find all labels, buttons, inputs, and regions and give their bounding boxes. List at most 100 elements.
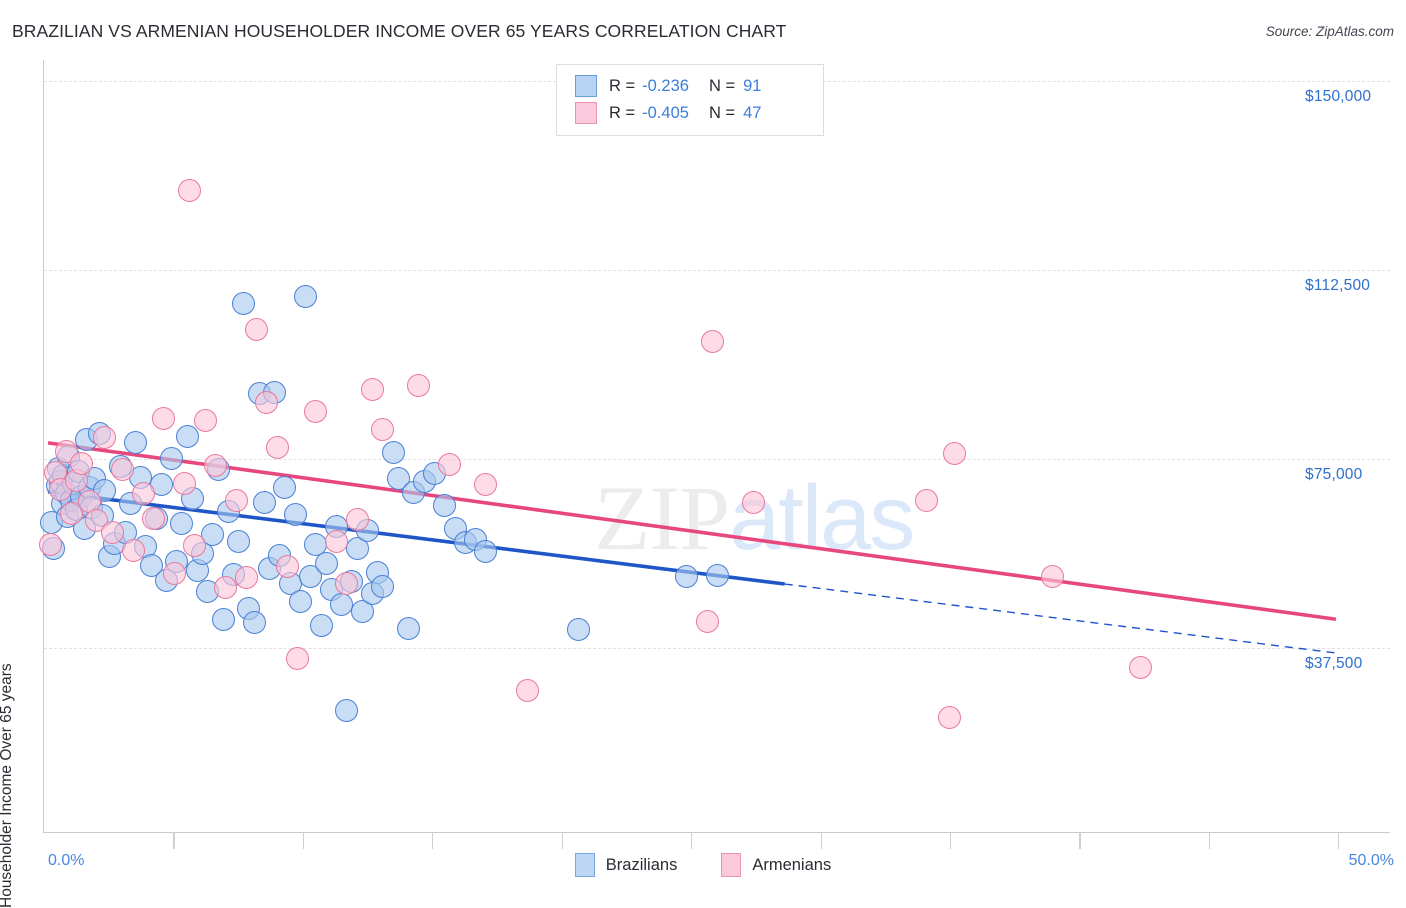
- scatter-point-brazilians: [371, 574, 395, 598]
- x-axis-tick: [302, 832, 305, 849]
- scatter-point-brazilians: [283, 503, 307, 527]
- gridline: [44, 270, 1390, 271]
- scatter-point-brazilians: [675, 565, 699, 589]
- scatter-point-armenians: [701, 329, 725, 353]
- stats-n-label-brazilians: N =: [708, 76, 736, 95]
- scatter-point-brazilians: [397, 616, 421, 640]
- trend-line-brazilians-dashed: [784, 583, 1337, 654]
- scatter-point-armenians: [938, 705, 962, 729]
- scatter-point-brazilians: [175, 425, 199, 449]
- scatter-point-brazilians: [350, 600, 374, 624]
- scatter-point-armenians: [234, 566, 258, 590]
- scatter-point-armenians: [203, 453, 227, 477]
- stats-r-value-brazilians: -0.236: [642, 76, 689, 95]
- stats-row-brazilians: R = -0.236 N = 91: [575, 73, 761, 99]
- scatter-point-armenians: [178, 179, 202, 203]
- stats-swatch-brazilians: [575, 75, 597, 97]
- stats-r-label-brazilians: R =: [609, 76, 636, 95]
- x-axis-tick: [561, 832, 563, 849]
- page-title: BRAZILIAN VS ARMENIAN HOUSEHOLDER INCOME…: [12, 21, 787, 41]
- plot-area: ZIPatlas: [39, 60, 1390, 832]
- x-axis-tick: [820, 832, 822, 849]
- stats-n-value-brazilians: 91: [743, 76, 762, 95]
- scatter-point-brazilians: [294, 285, 318, 309]
- x-axis-tick: [691, 832, 693, 849]
- scatter-point-armenians: [193, 409, 217, 433]
- legend-swatch-armenians: [721, 853, 742, 877]
- scatter-point-brazilians: [706, 563, 730, 587]
- scatter-point-armenians: [371, 417, 395, 441]
- y-axis-tick-label: $37,500: [1305, 655, 1363, 672]
- scatter-point-armenians: [474, 473, 498, 497]
- trend-line-brazilians-solid: [47, 489, 785, 586]
- series-legend: Brazilians Armenians: [0, 850, 1406, 880]
- x-axis-max-label: 50.0%: [1348, 852, 1394, 869]
- scatter-point-brazilians: [227, 529, 251, 553]
- x-axis-min-label: 0.0%: [48, 852, 85, 869]
- stats-n-label-armenians: N =: [708, 103, 736, 122]
- scatter-point-armenians: [173, 472, 197, 496]
- stats-n-value-armenians: 47: [743, 103, 762, 122]
- scatter-point-brazilians: [139, 553, 163, 577]
- x-axis-tick: [173, 832, 175, 849]
- scatter-point-armenians: [69, 452, 93, 476]
- scatter-point-brazilians: [335, 698, 359, 722]
- y-axis-line: [43, 60, 45, 833]
- scatter-point-brazilians: [160, 446, 184, 470]
- scatter-point-armenians: [361, 378, 385, 402]
- scatter-point-brazilians: [345, 536, 369, 560]
- correlation-stats-box: R = -0.236 N = 91 R = -0.405 N = 47: [556, 64, 824, 136]
- scatter-point-armenians: [100, 521, 124, 545]
- scatter-point-armenians: [39, 532, 63, 556]
- scatter-point-armenians: [1041, 564, 1065, 588]
- scatter-point-armenians: [742, 491, 766, 515]
- gridline: [44, 459, 1390, 460]
- scatter-point-armenians: [93, 425, 117, 449]
- legend-item-brazilians[interactable]: Brazilians: [574, 853, 678, 877]
- legend-label-armenians: Armenians: [752, 855, 832, 874]
- legend-item-armenians[interactable]: Armenians: [721, 853, 831, 877]
- scatter-point-brazilians: [299, 564, 323, 588]
- trend-line-armenians: [47, 441, 1337, 622]
- scatter-point-brazilians: [242, 610, 266, 634]
- legend-label-brazilians: Brazilians: [605, 855, 678, 874]
- x-axis-tick: [949, 832, 952, 849]
- scatter-point-brazilians: [567, 617, 591, 641]
- scatter-point-armenians: [407, 374, 431, 398]
- scatter-point-brazilians: [314, 551, 338, 575]
- trend-lines: [47, 441, 1337, 654]
- scatter-point-armenians: [515, 678, 539, 702]
- scatter-point-brazilians: [288, 589, 312, 613]
- scatter-point-armenians: [245, 318, 269, 342]
- scatter-point-brazilians: [232, 292, 256, 316]
- scatter-point-brazilians: [124, 431, 148, 455]
- scatter-point-armenians: [152, 406, 176, 430]
- scatter-point-brazilians: [252, 491, 276, 515]
- scatter-point-armenians: [131, 482, 155, 506]
- scatter-point-armenians: [183, 533, 207, 557]
- scatter-point-brazilians: [381, 440, 405, 464]
- y-axis-tick-label: $150,000: [1305, 88, 1372, 105]
- scatter-point-armenians: [111, 458, 135, 482]
- scatter-point-armenians: [142, 506, 166, 530]
- scatter-point-armenians: [695, 610, 719, 634]
- scatter-point-armenians: [304, 400, 328, 424]
- stats-r-label-armenians: R =: [609, 103, 636, 122]
- scatter-point-brazilians: [211, 608, 235, 632]
- scatter-point-armenians: [255, 391, 279, 415]
- x-axis-tick: [1208, 832, 1210, 849]
- scatter-point-armenians: [265, 436, 289, 460]
- scatter-point-armenians: [121, 539, 145, 563]
- scatter-point-armenians: [325, 530, 348, 554]
- scatter-point-armenians: [59, 501, 83, 525]
- scatter-point-armenians: [345, 508, 369, 532]
- scatter-point-armenians: [214, 575, 238, 599]
- scatter-point-armenians: [1128, 655, 1152, 679]
- scatter-point-armenians: [438, 453, 462, 477]
- stats-r-value-armenians: -0.405: [642, 103, 689, 122]
- scatter-point-armenians: [276, 554, 300, 578]
- x-axis-tick: [1079, 832, 1081, 849]
- scatter-point-brazilians: [170, 511, 194, 535]
- scatter-point-brazilians: [201, 522, 225, 546]
